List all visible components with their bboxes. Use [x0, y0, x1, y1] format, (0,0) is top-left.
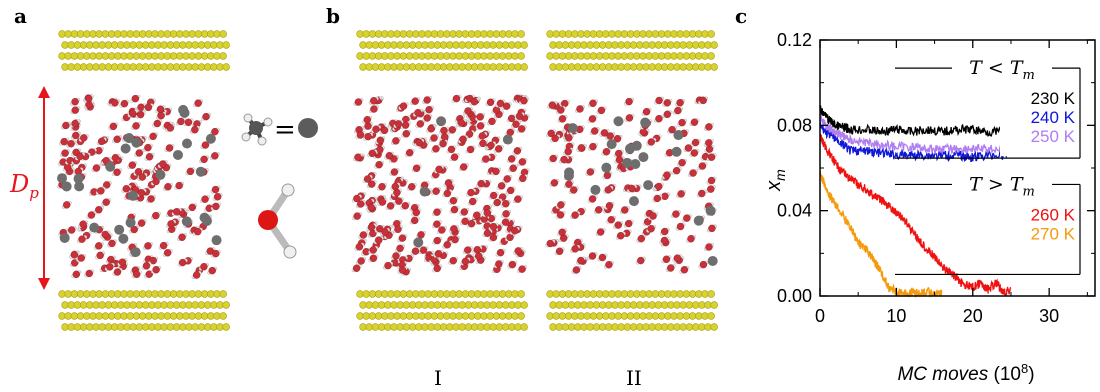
y-axis-label: xm [763, 169, 788, 192]
panel-label-a: a [14, 4, 27, 28]
water-molecule-icon [258, 183, 297, 259]
legend-label-270-K: 270 K [1031, 224, 1076, 243]
series-line-270-K [819, 171, 943, 299]
substrate-bottom-layer [58, 290, 230, 331]
config-II-substrate-top [546, 30, 718, 71]
legend-label-260-K: 260 K [1031, 205, 1076, 224]
panel-a-snapshot: Dp = [9, 30, 318, 331]
equals-sign: = [274, 115, 296, 145]
config-label-II: II [626, 366, 642, 390]
methane-molecule-icon [241, 113, 273, 146]
series-line-260-K [819, 134, 1012, 296]
pore-width-arrow [38, 86, 50, 290]
y-tick-label: 0.00 [777, 286, 812, 306]
y-tick-label: 0.12 [777, 30, 812, 50]
legend-label-230-K: 230 K [1031, 89, 1076, 108]
series-line-240-K [819, 122, 1008, 163]
panel-label-c: c [735, 4, 748, 28]
x-tick-label: 30 [1039, 306, 1059, 326]
panel-b-snapshots [351, 30, 718, 331]
x-axis-label: MC moves (108) [897, 361, 1034, 385]
config-label-I: I [434, 366, 442, 390]
config-I-water [351, 94, 530, 276]
x-tick-label: 20 [963, 306, 983, 326]
config-II-substrate-bottom [546, 290, 718, 331]
pore-width-label: Dp [9, 170, 39, 202]
x-tick-label: 0 [815, 306, 825, 326]
legend-label-250-K: 250 K [1031, 127, 1076, 146]
series-line-230-K [819, 105, 1007, 137]
svg-text:T < Tm: T < Tm [969, 57, 1035, 83]
coarse-grained-methane-icon [298, 118, 318, 138]
y-tick-label: 0.08 [777, 115, 812, 135]
config-I-substrate-top [356, 30, 528, 71]
config-II-hydrate [545, 96, 718, 274]
x-tick-label: 10 [886, 306, 906, 326]
panel-label-b: b [326, 4, 340, 28]
substrate-top-layer [58, 30, 230, 71]
series-line-250-K [819, 113, 1008, 156]
confined-water-box [57, 94, 223, 280]
config-I-substrate-bottom [356, 290, 528, 331]
legend-label-240-K: 240 K [1031, 108, 1076, 127]
y-tick-label: 0.04 [777, 201, 812, 221]
svg-text:T > Tm: T > Tm [969, 173, 1035, 199]
